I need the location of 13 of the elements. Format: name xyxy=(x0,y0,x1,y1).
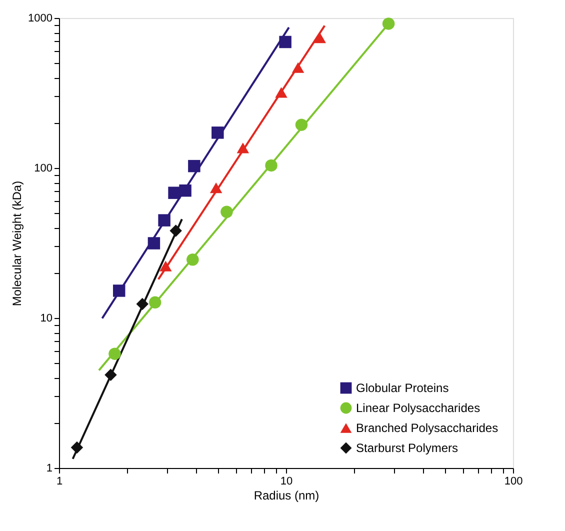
legend-label: Starburst Polymers xyxy=(356,441,458,455)
x-tick-label: 100 xyxy=(504,476,523,488)
y-tick-label: 1000 xyxy=(28,12,52,24)
legend-label: Globular Proteins xyxy=(356,381,449,395)
y-tick-label: 1 xyxy=(46,462,52,474)
legend-label: Branched Polysaccharides xyxy=(356,421,498,435)
x-tick-label: 10 xyxy=(280,476,293,488)
y-tick-label: 10 xyxy=(40,312,52,324)
y-tick-label: 100 xyxy=(34,162,52,174)
x-axis-title: Radius (nm) xyxy=(254,488,320,502)
y-axis-title: Molecular Weight (kDa) xyxy=(10,180,24,306)
legend-label: Linear Polysaccharides xyxy=(356,401,480,415)
x-tick-label: 1 xyxy=(56,476,63,488)
